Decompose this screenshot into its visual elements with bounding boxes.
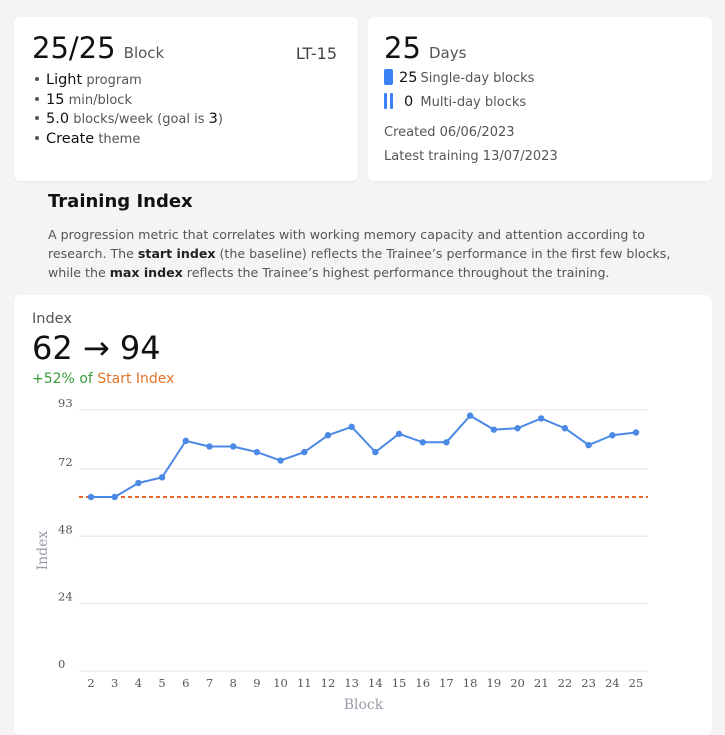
latest-training-date: Latest training 13/07/2023 (384, 149, 558, 164)
x-tick-label: 25 (629, 676, 644, 690)
x-tick-label: 13 (344, 676, 359, 690)
x-tick-label: 9 (253, 676, 260, 690)
x-tick-label: 5 (158, 676, 165, 690)
index-data-point (443, 439, 450, 446)
index-data-point (324, 432, 332, 439)
index-data-point (372, 448, 379, 456)
index-change: +52% of Start Index (32, 371, 174, 387)
index-data-point (561, 425, 569, 432)
index-data-point (277, 457, 284, 464)
index-data-point (632, 429, 640, 436)
x-axis-title: Block (344, 697, 384, 713)
x-tick-label: 20 (510, 676, 525, 690)
training-index-title: Training Index (48, 191, 193, 212)
max-index-term: max index (109, 265, 183, 280)
days-summary-card: 25 Days 25 Single-day blocks 0 Multi-day … (368, 17, 712, 181)
x-tick-label: 10 (273, 676, 288, 690)
index-data-point (253, 448, 261, 456)
days-count: 25 (384, 31, 421, 65)
x-tick-label: 11 (297, 676, 312, 690)
index-data-point (206, 443, 213, 450)
index-data-point (301, 448, 308, 456)
y-tick-label: 0 (58, 657, 65, 671)
bullet-icon (35, 116, 39, 121)
x-tick-label: 7 (206, 676, 213, 690)
multi-day-icon (384, 93, 395, 109)
index-data-point (135, 479, 142, 487)
index-data-point (609, 432, 616, 439)
index-data-point (419, 439, 426, 446)
x-tick-label: 17 (439, 676, 454, 690)
x-tick-label: 3 (111, 676, 118, 690)
training-index-description: A progression metric that correlates wit… (48, 227, 671, 280)
bullet-icon (35, 77, 39, 81)
index-data-point (514, 425, 521, 432)
index-data-point (87, 493, 95, 501)
x-tick-label: 6 (182, 676, 189, 690)
bullet-icon (35, 96, 39, 101)
index-chart-card: Index 62 → 94 +52% of Start Index 0 24 48 7… (14, 295, 712, 735)
created-date: Created 06/06/2023 (384, 125, 515, 140)
y-axis-title: Index (35, 531, 51, 571)
x-tick-label: 8 (230, 676, 237, 690)
index-series-line (91, 414, 637, 498)
y-tick-label: 24 (58, 590, 73, 604)
block-duration-item: 15 min/block (34, 91, 223, 111)
blocks-unit: Block (123, 44, 165, 62)
x-tick-label: 4 (135, 676, 142, 690)
blocks-progress: 25/25 Block (32, 31, 164, 65)
x-tick-label: 18 (463, 676, 478, 690)
days-count-row: 25 Days (384, 31, 466, 65)
x-tick-label: 23 (581, 676, 596, 690)
index-label: Index (32, 311, 72, 327)
x-tick-label: 24 (605, 676, 620, 690)
multi-day-blocks: 0 Multi-day blocks (384, 93, 526, 110)
index-data-point (490, 426, 498, 433)
y-tick-label: 72 (58, 455, 73, 469)
theme-item: Create theme (34, 130, 223, 150)
x-tick-label: 2 (87, 676, 94, 690)
index-data-point (466, 412, 474, 419)
index-value: 62 → 94 (32, 329, 161, 367)
x-tick-label: 19 (487, 676, 502, 690)
days-unit: Days (429, 44, 467, 62)
start-index-term: start index (137, 246, 216, 261)
single-day-blocks: 25 Single-day blocks (384, 69, 534, 86)
program-type-item: Light program (34, 71, 223, 91)
blocks-total: /25 (68, 31, 116, 65)
x-tick-label: 14 (368, 676, 383, 690)
bullet-icon (35, 135, 39, 140)
index-data-point (158, 474, 166, 481)
program-details-list: Light program 15 min/block 5.0 blocks/we… (34, 71, 223, 149)
program-code: LT-15 (295, 44, 337, 63)
x-tick-label: 15 (392, 676, 407, 690)
x-tick-label: 12 (321, 676, 336, 690)
x-tick-label: 21 (534, 676, 549, 690)
x-tick-label: 16 (415, 676, 430, 690)
index-change-reference: Start Index (97, 371, 175, 387)
program-summary-card: 25/25 Block LT-15 Light program 15 min/b… (14, 17, 358, 181)
index-data-point (182, 437, 189, 445)
index-data-point (585, 441, 592, 449)
y-tick-label: 48 (58, 522, 73, 536)
frequency-item: 5.0 blocks/week (goal is 3) (34, 110, 223, 130)
x-tick-label: 22 (558, 676, 573, 690)
blocks-done: 25 (32, 31, 69, 65)
index-data-point (395, 430, 403, 438)
y-tick-label: 93 (58, 396, 73, 410)
index-data-point (111, 493, 118, 501)
index-data-point (348, 423, 355, 431)
index-change-of: of (79, 371, 93, 387)
single-day-icon (384, 69, 393, 85)
index-change-percent: +52% (32, 371, 75, 387)
index-data-point (538, 415, 545, 422)
index-data-point (229, 443, 237, 450)
